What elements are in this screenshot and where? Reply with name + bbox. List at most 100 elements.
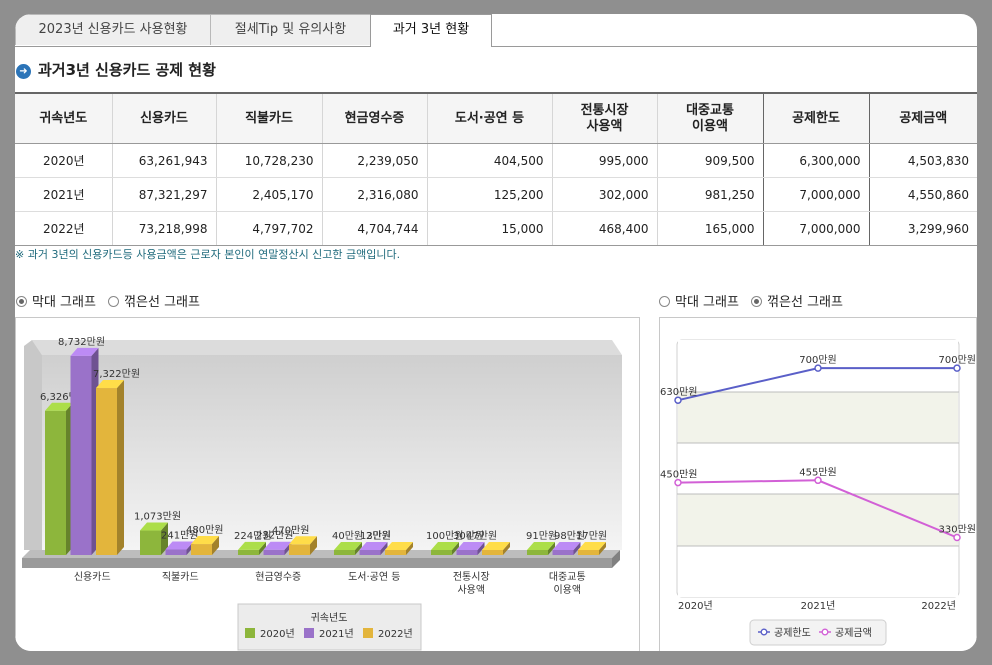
- radio-dot-icon: [108, 296, 120, 307]
- tab-tax-tips[interactable]: 절세Tip 및 유의사항: [210, 14, 371, 45]
- bar: [165, 549, 187, 555]
- bar: [359, 550, 381, 555]
- chart-back-wall: [24, 355, 622, 550]
- category-label: 현금영수증: [255, 571, 301, 583]
- bar-side: [452, 542, 459, 555]
- header-traditional-market: 전통시장 사용액: [551, 92, 657, 144]
- cell-limit: 6,300,000: [762, 143, 869, 178]
- category-label: 직불카드: [162, 571, 199, 583]
- bar: [552, 550, 574, 555]
- radio-dot-icon: [16, 296, 27, 307]
- cell-cash: 2,316,080: [321, 177, 427, 212]
- tab-bar: 2023년 신용카드 사용현황 절세Tip 및 유의사항 과거 3년 현황: [15, 14, 977, 47]
- category-label: 사용액: [457, 584, 485, 596]
- x-tick-label: 2022년: [921, 600, 956, 612]
- bar-value-label: 7,322만원: [93, 368, 140, 380]
- cell-limit: 7,000,000: [762, 211, 869, 246]
- bar-top: [70, 347, 99, 356]
- line-chart-panel: 630만원 700만원 700만원 450만원 455만원 330만원 2020년 2021년…: [659, 317, 977, 651]
- bar-value-label: 47만원: [466, 530, 497, 542]
- radio-bar-graph-left[interactable]: 막대 그래프: [16, 295, 96, 310]
- bar-value-label: 13만원: [360, 530, 391, 542]
- x-tick-label: 2021년: [801, 600, 836, 612]
- bar-top: [165, 541, 194, 550]
- section-title: ➜ 과거3년 신용카드 공제 현황: [16, 59, 216, 80]
- legend-swatch: [245, 628, 255, 638]
- data-point-label: 700만원: [799, 354, 837, 366]
- data-point-label: 450만원: [660, 469, 698, 481]
- line-legend: 공제한도 공제금액: [749, 619, 887, 646]
- bar-side: [259, 541, 266, 555]
- legend-label: 공제한도: [774, 627, 811, 639]
- bar: [527, 550, 548, 555]
- bar-top: [456, 542, 485, 550]
- cell-debit: 4,797,702: [215, 211, 322, 246]
- legend-label: 2021년: [319, 628, 354, 640]
- bar: [238, 549, 259, 555]
- data-point: [953, 364, 961, 372]
- bar-chart-panel: 6,326만원 8,732만원 7,322만원 신용카드 1,073만원 241만원 480…: [15, 317, 640, 651]
- bar-side: [548, 542, 555, 555]
- bar-side: [310, 536, 317, 555]
- cell-year: 2022년: [15, 211, 112, 246]
- cell-credit: 63,261,943: [111, 143, 216, 178]
- tab-2023-usage[interactable]: 2023년 신용카드 사용현황: [15, 14, 211, 45]
- bar-top: [482, 542, 510, 550]
- legend-box: [237, 603, 422, 651]
- radio-line-graph-right[interactable]: 꺾은선 그래프: [751, 295, 843, 310]
- popup-frame: 2023년 신용카드 사용현황 절세Tip 및 유의사항 과거 3년 현황 ➜ 과…: [15, 14, 977, 651]
- bar-value-label: 30만원: [453, 530, 484, 542]
- bar-top: [140, 522, 168, 531]
- bar-value-label: 8,732만원: [58, 336, 105, 348]
- chart-floor-side: [612, 550, 620, 568]
- bar: [334, 550, 355, 555]
- bar-value-label: 480만원: [186, 524, 224, 536]
- header-public-transit: 대중교통 이용액: [656, 92, 763, 144]
- cell-cash: 2,239,050: [321, 143, 427, 178]
- bar: [578, 550, 599, 555]
- bar-side: [380, 542, 388, 555]
- data-point: [814, 476, 822, 485]
- bar-top: [45, 402, 73, 411]
- radio-bar-graph-right[interactable]: 막대 그래프: [659, 295, 739, 310]
- data-point: [674, 396, 682, 404]
- data-point-label: 330만원: [939, 523, 977, 535]
- cell-books: 125,200: [426, 177, 552, 212]
- cell-amount: 4,503,830: [868, 143, 977, 178]
- bar-top: [552, 542, 581, 550]
- bar-top: [96, 380, 124, 389]
- deduction-table: 귀속년도 신용카드 직불카드 현금영수증 도서·공연 등 전통시장 사용액 대중교…: [15, 92, 977, 246]
- tab-past-3-years[interactable]: 과거 3년 현황: [370, 14, 492, 47]
- legend-label: 2022년: [378, 628, 413, 640]
- cell-year: 2021년: [15, 177, 112, 212]
- cell-transit: 981,250: [656, 177, 763, 212]
- bar: [385, 550, 406, 555]
- table-header-row: 귀속년도 신용카드 직불카드 현금영수증 도서·공연 등 전통시장 사용액 대중교…: [15, 92, 977, 144]
- legend-marker-icon: [760, 628, 768, 636]
- grid-band: [678, 546, 958, 597]
- bar: [70, 355, 92, 555]
- category-label: 신용카드: [74, 571, 111, 583]
- legend-marker-icon: [821, 628, 829, 636]
- bar-value-label: 470만원: [272, 524, 310, 536]
- legend-swatch: [304, 628, 314, 638]
- header-books-performance: 도서·공연 등: [426, 92, 552, 144]
- table-row: 2020년 63,261,943 10,728,230 2,239,050 40…: [15, 143, 977, 178]
- cell-books: 404,500: [426, 143, 552, 178]
- left-chart-toggle: 막대 그래프 꺾은선 그래프: [16, 291, 200, 310]
- grid-band: [678, 392, 958, 443]
- chart-top-edge: [32, 340, 622, 355]
- header-cash-receipt: 현금영수증: [321, 92, 427, 144]
- bar-top: [238, 541, 266, 550]
- data-point-label: 455만원: [799, 466, 837, 478]
- category-label: 전통시장: [453, 571, 490, 583]
- bar-side: [161, 522, 168, 555]
- bar-value-label: 2만원: [366, 530, 391, 542]
- bar-top: [359, 542, 388, 550]
- bar-top: [578, 542, 606, 550]
- bar-top: [527, 542, 555, 550]
- grid-band: [678, 494, 958, 546]
- cell-amount: 3,299,960: [868, 211, 977, 246]
- radio-line-graph-left[interactable]: 꺾은선 그래프: [108, 295, 200, 310]
- data-point: [953, 533, 961, 542]
